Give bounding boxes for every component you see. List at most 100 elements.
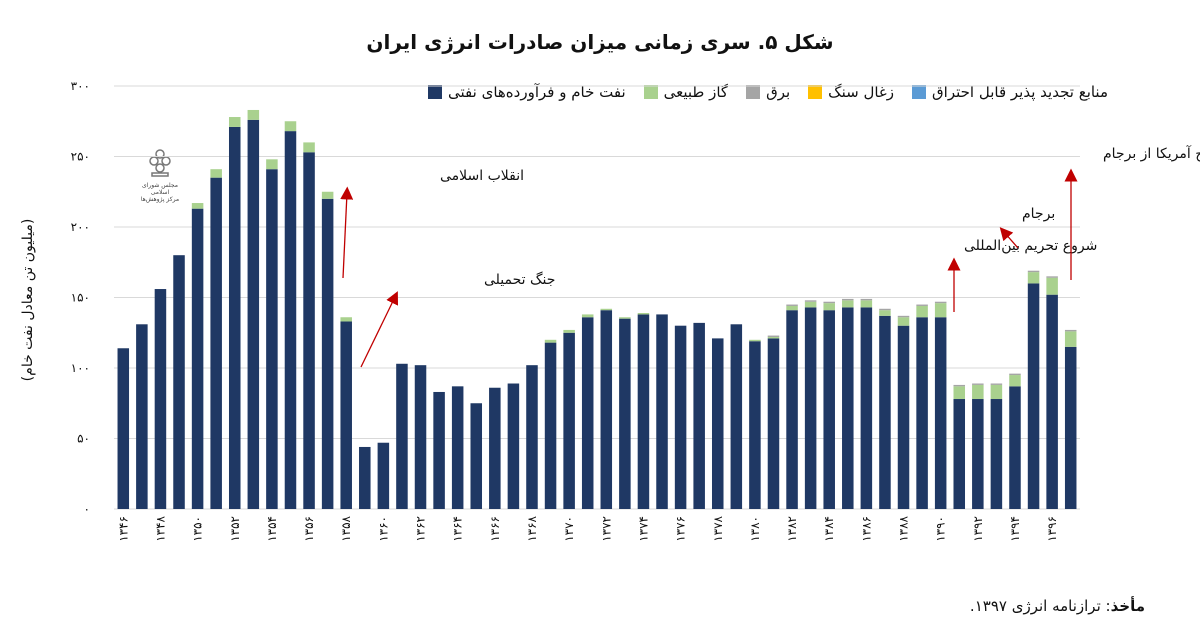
bar-segment	[972, 399, 984, 509]
x-tick-label: ۱۳۵۸	[339, 515, 353, 541]
bar-segment	[934, 301, 947, 304]
legend-label-renewables: منابع تجدید پذیر قابل احتراق	[932, 83, 1108, 101]
x-tick-label: ۱۳۴۸	[153, 515, 167, 541]
annotation-label: انقلاب اسلامی	[440, 168, 524, 184]
bar-segment	[897, 317, 910, 326]
y-tick-label: ۰	[84, 502, 90, 516]
x-tick-label: ۱۳۶۸	[525, 515, 539, 541]
legend-item-renewables: منابع تجدید پذیر قابل احتراق	[912, 83, 1108, 101]
x-tick-label: ۱۳۹۰	[934, 516, 948, 542]
bar-segment	[804, 300, 817, 302]
annotation-label: برجام	[1022, 206, 1055, 222]
bar-segment	[1064, 331, 1077, 347]
x-tick-label: ۱۳۵۶	[302, 516, 316, 542]
bar-segment	[953, 386, 966, 400]
bar-segment	[544, 339, 557, 343]
annotation-arrow	[999, 227, 1019, 249]
bar-segment	[953, 399, 966, 509]
legend-swatch-gas	[643, 85, 658, 99]
bar-segment	[879, 308, 891, 311]
bar-segment	[823, 301, 835, 304]
bar-segment	[1009, 386, 1021, 509]
bar-segment	[916, 304, 928, 306]
bar-segment	[767, 336, 780, 339]
x-tick-label: ۱۳۷۶	[674, 516, 688, 542]
bar-segment	[544, 342, 557, 509]
bar-segment	[860, 307, 873, 509]
bar-segment	[266, 169, 278, 509]
legend-item-oil: نفت خام و فرآورده‌های نفتی	[428, 83, 626, 101]
legend-item-coal: زغال سنگ	[808, 83, 894, 101]
bar-segment	[1009, 375, 1021, 387]
bar-segment	[749, 339, 761, 342]
annotation-arrow	[340, 186, 354, 279]
y-tick-label: ۳۰۰	[71, 79, 90, 93]
y-tick-label: ۱۰۰	[71, 361, 90, 375]
bar-segment	[1027, 283, 1040, 509]
bar-segment	[619, 318, 631, 509]
x-tick-label: ۱۳۹۶	[1045, 516, 1059, 542]
bar-segment	[860, 298, 873, 301]
x-tick-label: ۱۳۴۶	[116, 516, 130, 542]
bar-segment	[804, 307, 817, 509]
x-tick-label: ۱۳۶۴	[451, 516, 465, 542]
bar-segment	[823, 303, 835, 311]
x-tick-label: ۱۳۶۲	[414, 516, 428, 542]
x-tick-label: ۱۳۵۰	[191, 516, 205, 542]
bar-segment	[637, 313, 650, 315]
x-tick-label: ۱۳۸۴	[822, 516, 836, 542]
bar-segment	[1046, 294, 1058, 509]
x-tick-label: ۱۳۷۴	[636, 516, 650, 542]
legend-swatch-oil	[428, 85, 443, 99]
bar-segment	[266, 159, 278, 170]
chart-legend: نفت خام و فرآورده‌های نفتی گاز طبیعی برق…	[428, 83, 1108, 101]
bar-segment	[842, 298, 854, 301]
bar-segment	[228, 126, 241, 509]
x-tick-label: ۱۳۷۲	[599, 516, 613, 542]
chart-title: شکل ۵. سری زمانی میزان صادرات انرژی ایرا…	[366, 30, 834, 54]
x-tick-label: ۱۳۸۲	[785, 516, 799, 542]
bar-segment	[340, 321, 352, 509]
bar-segment	[693, 322, 705, 509]
bar-segment	[470, 403, 483, 509]
bar-segment	[749, 341, 761, 509]
bar-segment	[359, 446, 371, 509]
bar-segment	[303, 142, 315, 153]
bar-segment	[526, 365, 538, 509]
bar-segment	[842, 300, 854, 308]
bar-segment	[173, 255, 185, 509]
bar-segment	[897, 315, 910, 318]
bar-segment	[786, 305, 798, 311]
bar-segment	[1027, 272, 1040, 284]
bar-segment	[1009, 373, 1021, 376]
annotation-label: شروع تحریم بین‌المللی	[964, 238, 1097, 254]
bar-segment	[767, 338, 780, 509]
logo-text-line2: مرکز پژوهش‌ها	[140, 196, 180, 203]
x-tick-label: ۱۳۶۰	[376, 516, 390, 542]
bar-segment	[210, 169, 222, 178]
bar-segment	[321, 198, 334, 510]
bar-segment	[210, 177, 222, 509]
bar-segment	[711, 338, 724, 509]
bar-segment	[656, 314, 668, 509]
bar-segment	[990, 399, 1003, 509]
bar-segment	[563, 332, 575, 509]
y-tick-label: ۵۰	[77, 432, 90, 446]
bar-segment	[786, 304, 798, 306]
bar-segment	[507, 383, 520, 509]
bar-segment	[284, 121, 297, 132]
legend-swatch-renewables	[912, 85, 927, 99]
bar-segment	[972, 383, 984, 385]
bar-segment	[767, 335, 780, 337]
source-label: مأخذ	[1110, 597, 1145, 615]
bar-segment	[414, 365, 427, 509]
bar-segment	[804, 301, 817, 308]
bar-segment	[842, 307, 854, 509]
annotation-arrow	[360, 291, 399, 368]
bar-segment	[1046, 277, 1058, 295]
logo-text-line1: مجلس شورای اسلامی	[141, 182, 179, 196]
x-tick-label: ۱۳۵۴	[265, 516, 279, 542]
bar-segment	[340, 317, 352, 322]
legend-item-gas: گاز طبیعی	[643, 83, 728, 101]
x-tick-label: ۱۳۶۶	[488, 516, 502, 542]
